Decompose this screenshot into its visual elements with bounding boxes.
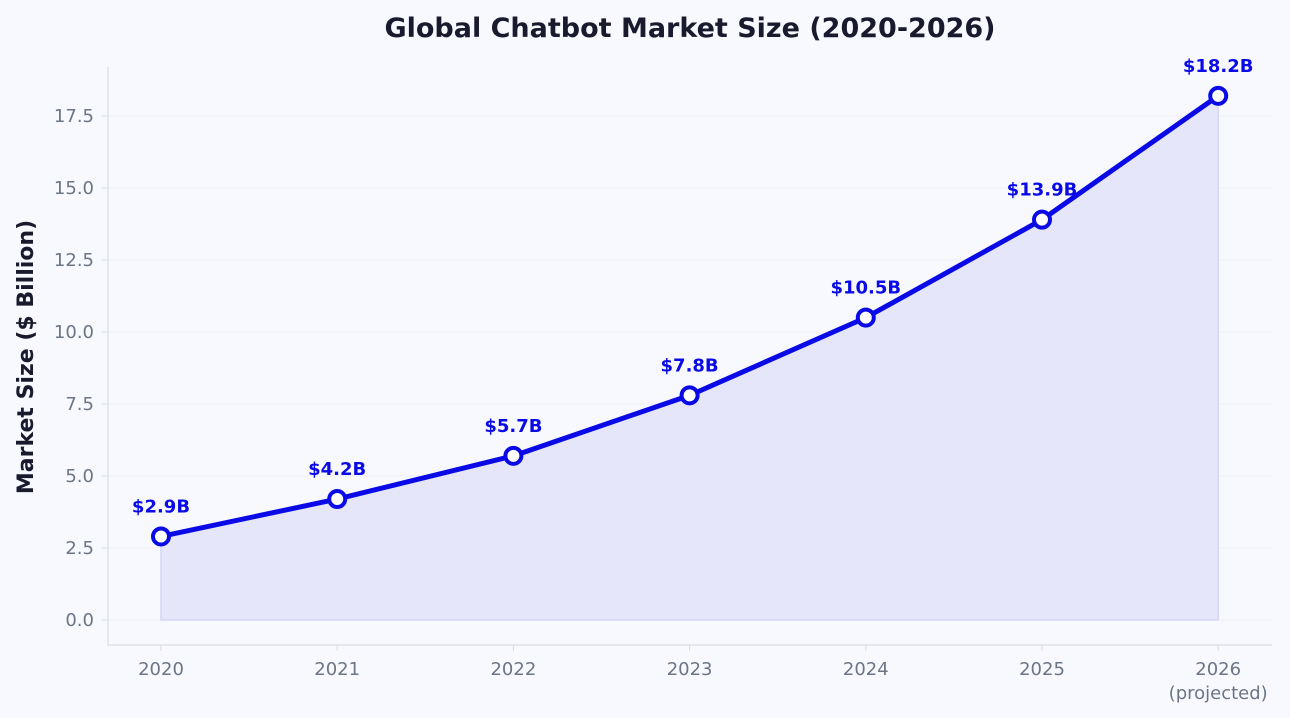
y-tick-label: 5.0: [65, 466, 94, 487]
x-axis-ticks: 2020 2021 2022 2023 2024 2025 2026 (projected): [138, 645, 1268, 704]
data-label: $5.7B: [484, 416, 542, 437]
data-point: [1208, 85, 1229, 106]
y-tick-label: 17.5: [54, 106, 94, 127]
data-point: [1032, 209, 1052, 230]
data-point: [327, 489, 348, 510]
y-tick-label: 2.5: [65, 538, 94, 559]
x-tick-label: 2022: [490, 659, 536, 680]
data-label: $2.9B: [132, 496, 190, 517]
data-label: $4.2B: [308, 459, 366, 480]
x-tick-label: 2026: [1195, 659, 1241, 680]
data-label: $18.2B: [1183, 56, 1254, 77]
x-tick-label: 2021: [314, 659, 360, 680]
y-tick-label: 15.0: [54, 178, 94, 199]
x-tick-label: 2020: [138, 659, 184, 680]
x-tick-label: 2025: [1019, 659, 1065, 680]
data-label: $13.9B: [1007, 180, 1078, 201]
y-tick-label: 7.5: [65, 394, 94, 415]
y-axis-ticks: 0.0 2.5 5.0 7.5 10.0 12.5 15.0 17.5: [54, 106, 108, 631]
x-tick-label: 2024: [843, 659, 889, 680]
chart-title: Global Chatbot Market Size (2020-2026): [384, 13, 995, 44]
data-label: $10.5B: [830, 278, 901, 299]
x-tick-label: 2023: [667, 659, 713, 680]
data-point: [503, 445, 524, 466]
y-tick-label: 0.0: [65, 610, 94, 631]
data-point: [679, 385, 700, 406]
y-tick-label: 12.5: [54, 250, 94, 271]
y-tick-label: 10.0: [54, 322, 94, 343]
x-tick-sublabel: (projected): [1169, 683, 1268, 704]
data-point: [151, 526, 171, 547]
y-axis-label: Market Size ($ Billion): [14, 220, 39, 494]
data-label: $7.8B: [661, 355, 719, 376]
data-points: [151, 85, 1229, 547]
data-labels: $2.9B $4.2B $5.7B $7.8B $10.5B $13.9B $18.2B: [132, 56, 1254, 518]
data-point: [855, 307, 876, 328]
